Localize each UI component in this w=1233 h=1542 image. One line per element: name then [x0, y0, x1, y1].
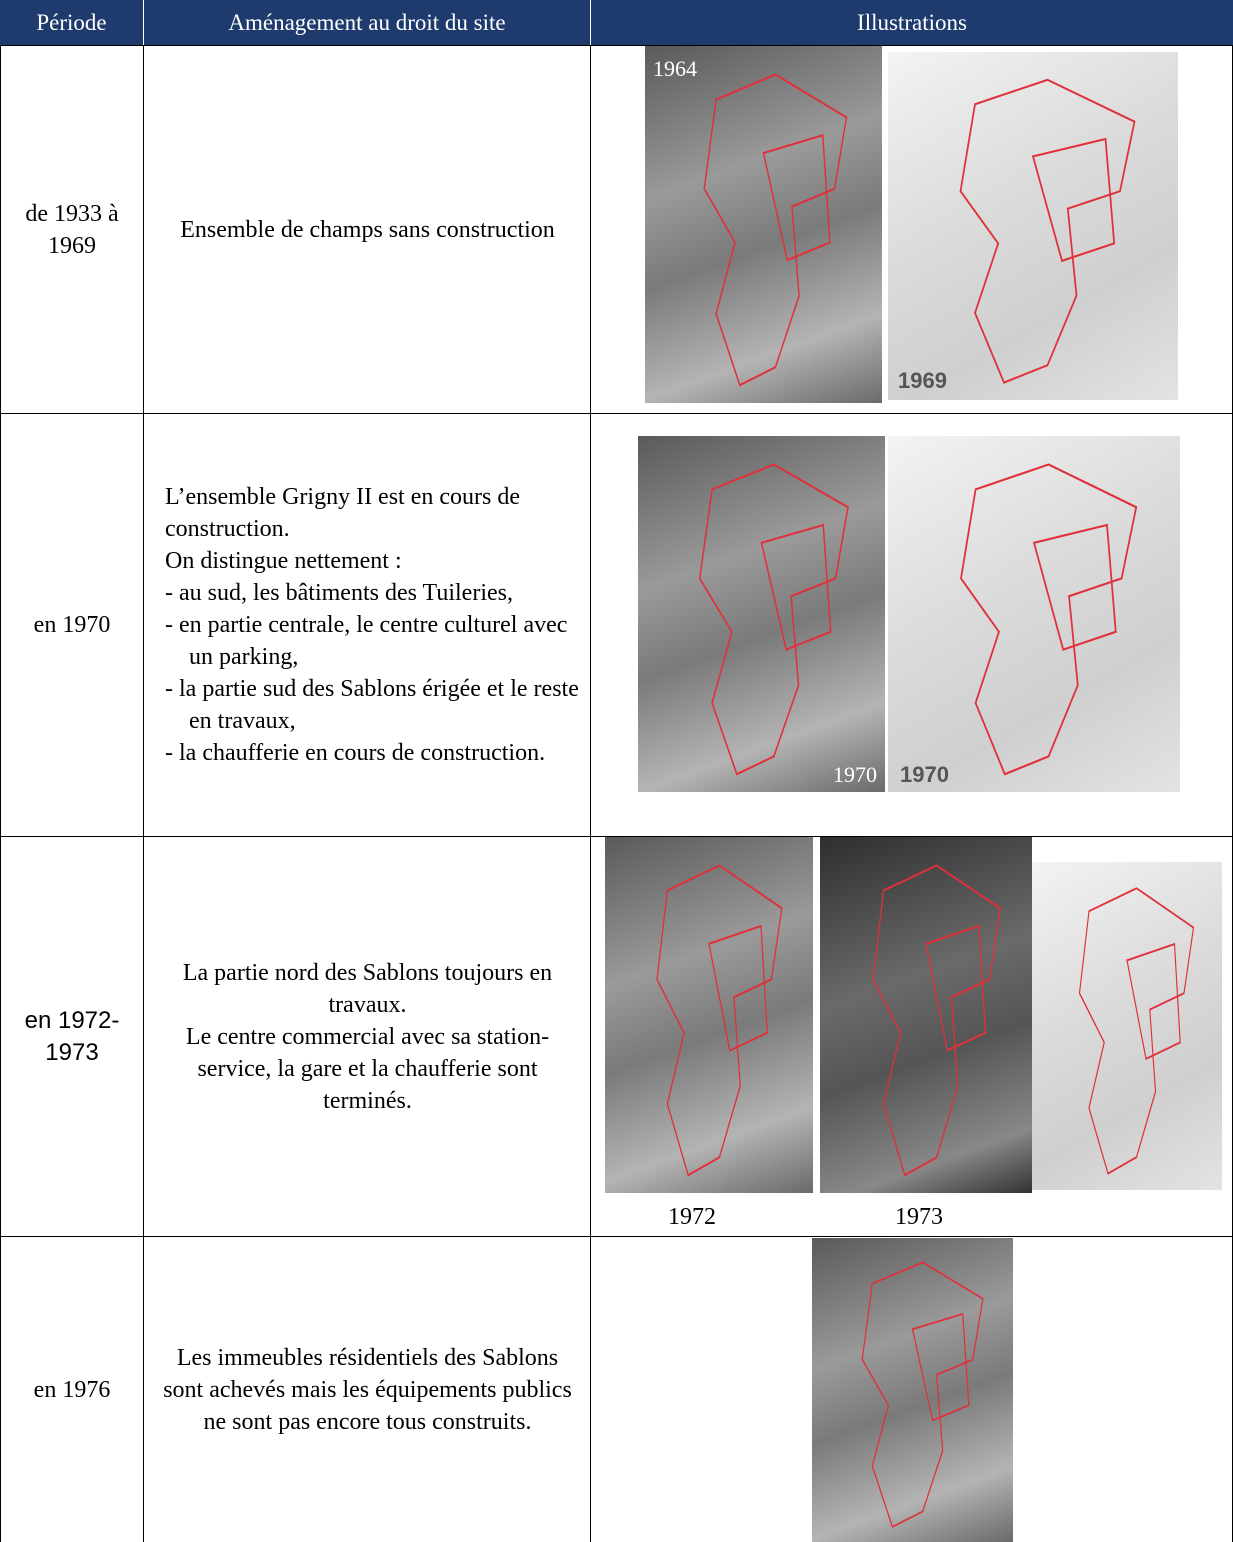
column-rule — [143, 45, 144, 1542]
description-cell: Ensemble de champs sans construction — [160, 46, 575, 413]
header-cell: Aménagement au droit du site — [144, 0, 590, 45]
site-map — [1032, 862, 1222, 1190]
period-cell: de 1933 à 1969 — [1, 46, 143, 413]
row-rule — [0, 836, 1233, 837]
description-line: - en partie centrale, le centre culturel… — [165, 612, 568, 670]
aerial-photo — [820, 837, 1032, 1193]
description-line: La partie nord des Sablons toujours en t… — [182, 959, 553, 1018]
outline-path — [698, 463, 849, 776]
site-outline — [1078, 887, 1195, 1175]
description-line: Les immeubles résidentiels des Sablons s… — [163, 1344, 572, 1435]
row-rule — [0, 45, 1233, 46]
column-rule — [0, 45, 1, 1542]
outline-path — [872, 864, 1001, 1177]
description-line: On distingue nettement : — [165, 548, 402, 574]
site-outline — [959, 78, 1136, 384]
outline-path — [703, 73, 848, 387]
description-line: - la chaufferie en cours de construction… — [165, 740, 546, 766]
row-rule — [0, 1236, 1233, 1237]
description-line: - la partie sud des Sablons érigée et le… — [165, 676, 579, 734]
description-line: Ensemble de champs sans construction — [180, 216, 555, 243]
period-cell: en 1976 — [1, 1237, 143, 1542]
site-outline — [656, 864, 783, 1177]
image-caption: 1973 — [895, 1204, 943, 1230]
outline-path — [861, 1261, 984, 1528]
site-map: 1969 — [888, 52, 1178, 400]
aerial-photo — [812, 1238, 1013, 1542]
description-cell: L’ensemble Grigny II est en cours de con… — [165, 414, 585, 836]
description-line: Le centre commercial avec sa station-ser… — [185, 1023, 550, 1114]
period-cell: en 1972-1973 — [1, 837, 143, 1236]
description-line: - au sud, les bâtiments des Tuileries, — [165, 580, 513, 606]
period-text: de 1933 à 1969 — [25, 200, 119, 259]
outline-path — [959, 78, 1136, 384]
aerial-photo — [605, 837, 813, 1193]
period-text: en 1970 — [33, 612, 111, 638]
period-cell: en 1970 — [1, 414, 143, 836]
image-year: 1970 — [833, 762, 877, 787]
site-outline — [698, 463, 849, 776]
image-caption: 1972 — [668, 1204, 716, 1230]
site-map: 1970 — [888, 436, 1180, 792]
period-text: en 1972-1973 — [24, 1006, 120, 1066]
aerial-photo: 1970 — [638, 436, 885, 792]
row-rule — [0, 413, 1233, 414]
description-cell: La partie nord des Sablons toujours en t… — [160, 837, 575, 1236]
header-cell: Illustrations — [591, 0, 1233, 45]
aerial-photo: 1964 — [645, 46, 882, 403]
period-text: en 1976 — [33, 1376, 111, 1403]
site-outline — [861, 1261, 984, 1528]
description-cell: Les immeubles résidentiels des Sablons s… — [160, 1237, 575, 1542]
image-year: 1970 — [900, 762, 949, 787]
column-rule — [590, 45, 591, 1542]
site-outline — [703, 73, 848, 387]
image-year: 1964 — [653, 56, 697, 81]
header-cell: Période — [0, 0, 143, 45]
outline-path — [960, 463, 1138, 776]
image-year: 1969 — [898, 368, 947, 393]
outline-path — [1078, 887, 1195, 1175]
site-outline — [960, 463, 1138, 776]
description-line: L’ensemble Grigny II est en cours de con… — [165, 484, 521, 542]
site-outline — [872, 864, 1001, 1177]
outline-path — [656, 864, 783, 1177]
